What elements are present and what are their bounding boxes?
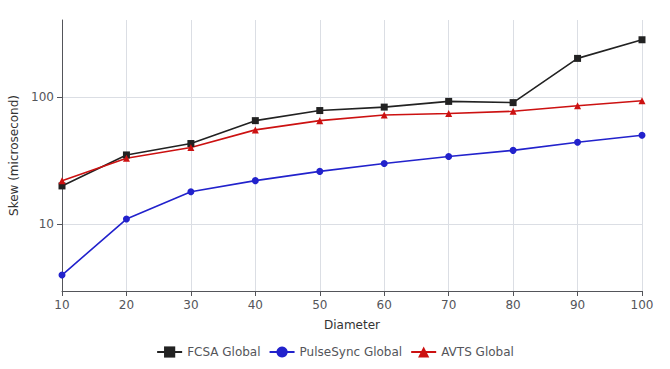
svg-text:30: 30 [183,298,198,312]
svg-text:PulseSync Global: PulseSync Global [300,345,403,359]
svg-text:20: 20 [119,298,134,312]
svg-text:FCSA Global: FCSA Global [187,345,260,359]
svg-text:60: 60 [377,298,392,312]
svg-text:90: 90 [570,298,585,312]
svg-text:40: 40 [248,298,263,312]
svg-text:50: 50 [312,298,327,312]
svg-text:70: 70 [441,298,456,312]
svg-text:Skew (microsecond): Skew (microsecond) [7,95,21,216]
svg-text:10: 10 [54,298,69,312]
svg-text:AVTS Global: AVTS Global [441,345,514,359]
svg-text:80: 80 [505,298,520,312]
svg-text:100: 100 [631,298,654,312]
svg-text:100: 100 [31,90,54,104]
svg-text:10: 10 [39,217,54,231]
svg-text:Diameter: Diameter [324,318,380,332]
